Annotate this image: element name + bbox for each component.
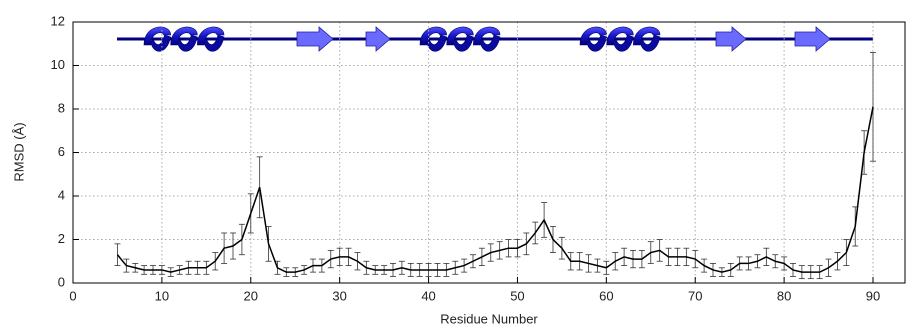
y-axis-label: RMSD (Å) [11,122,26,181]
helix-turn [204,34,225,52]
x-axis-label: Residue Number [440,311,538,326]
y-tick-label: 12 [51,13,65,28]
helix-turn [480,34,501,52]
x-tick-label: 50 [510,288,524,303]
helix-turn [453,34,474,52]
helix-turn [613,34,634,52]
x-tick-label: 30 [332,288,346,303]
y-tick-label: 2 [58,231,65,246]
strand-arrow [794,26,831,52]
helix-turn [170,26,198,46]
x-tick-label: 70 [688,288,702,303]
strand-arrow [365,26,391,52]
y-tick-label: 8 [58,100,65,115]
helix-turn [177,34,198,52]
helix-turn [633,26,661,46]
data-line [116,106,874,273]
x-tick-label: 80 [777,288,791,303]
x-tick-label: 20 [244,288,258,303]
y-tick-label: 6 [58,144,65,159]
helix-turn [426,34,448,52]
helix-turn [197,26,225,46]
x-tick-label: 60 [599,288,613,303]
y-tick-label: 4 [58,187,65,202]
y-tick-label: 0 [58,274,65,289]
helix-turn [586,34,608,52]
helix-turn [579,26,607,46]
plot-frame [72,21,906,284]
strand-arrow [296,26,334,52]
helix-turn [606,26,634,46]
helix-turn [473,26,501,46]
y-tick-label: 10 [51,57,65,72]
helix-turn [143,26,171,46]
x-tick-label: 40 [421,288,435,303]
strand-arrow [715,26,747,52]
helix-turn [446,26,474,46]
helix-turn [640,34,661,52]
x-tick-label: 0 [69,288,76,303]
secondary-structure [117,26,873,52]
x-tick-label: 90 [866,288,880,303]
x-tick-label: 10 [155,288,169,303]
helix-turn [150,34,172,52]
